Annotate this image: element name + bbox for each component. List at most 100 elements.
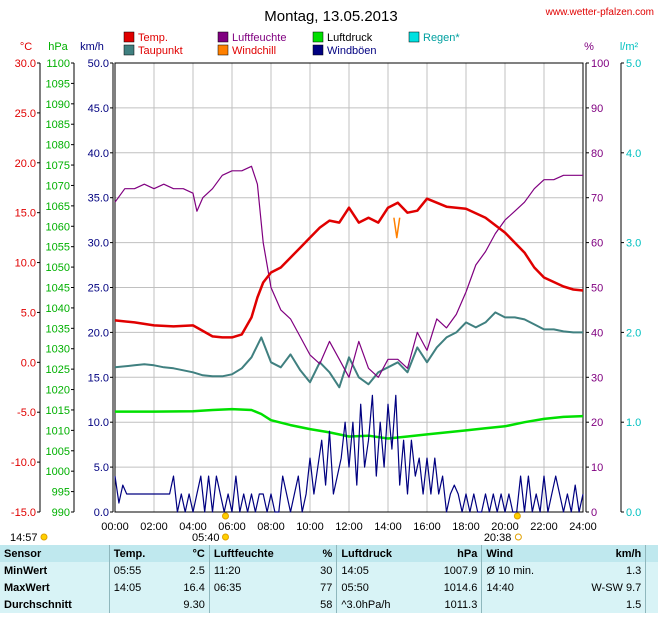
temp-tick-label: 30.0	[15, 58, 36, 70]
daylight-label: 14:57	[10, 532, 38, 544]
x-tick-label: 24:00	[569, 521, 597, 533]
pressure-value: 1011.3	[421, 596, 482, 613]
daylight-icon	[40, 533, 48, 541]
humidity-tick-label: 50	[591, 283, 603, 295]
temp-header: Temp.	[108, 545, 167, 562]
legend-swatch	[312, 44, 324, 56]
humidity-tick-label: 100	[591, 58, 609, 70]
rain-tick-label: 5.0	[626, 58, 641, 70]
legend-label: Luftdruck	[327, 32, 373, 44]
pressure-tick-label: 1005	[46, 446, 70, 458]
legend-swatch	[312, 31, 324, 43]
legend-swatch	[123, 44, 135, 56]
pressure-tick-label: 1050	[46, 262, 70, 274]
sensor-header: Sensor	[0, 545, 110, 562]
wind-unit-label: km/h	[80, 41, 104, 53]
x-tick-label: 16:00	[413, 521, 441, 533]
pressure-tick-label: 990	[52, 507, 70, 519]
rain-tick-label: 2.0	[626, 327, 641, 339]
wind-tick-label: 10.0	[88, 417, 109, 429]
humidity-time: 06:35	[208, 579, 308, 596]
humidity-tick-label: 30	[591, 372, 603, 384]
humidity-tick-label: 10	[591, 462, 603, 474]
x-tick-label: 08:00	[257, 521, 285, 533]
wind-tick-label: 45.0	[88, 103, 109, 115]
rain-tick-label: 3.0	[626, 238, 641, 250]
pressure-tick-label: 1030	[46, 344, 70, 356]
pressure-tick-label: 1000	[46, 466, 70, 478]
series-line-windchill	[393, 217, 401, 239]
row-label: Durchschnitt	[0, 596, 110, 613]
pressure-tick-label: 1085	[46, 119, 70, 131]
temp-value: 9.30	[166, 596, 210, 613]
temp-tick-label: 15.0	[15, 208, 36, 220]
sunset-marker	[513, 512, 521, 520]
series-line-temp	[114, 197, 584, 339]
humidity-tick-label: 90	[591, 103, 603, 115]
temp-time: 14:05	[108, 579, 167, 596]
x-tick-label: 20:00	[491, 521, 519, 533]
wind-unit-header: km/h	[562, 545, 646, 562]
series-line-taupunkt	[114, 311, 583, 389]
stats-row-max: MaxWert 14:05 16.4 06:35 77 05:50 1014.6…	[0, 579, 658, 596]
temp-tick-label: -5.0	[17, 407, 36, 419]
wind-label: 14:40	[481, 579, 563, 596]
legend-swatch	[408, 31, 420, 43]
x-tick-label: 10:00	[296, 521, 324, 533]
pressure-value: 1014.6	[421, 579, 482, 596]
x-tick-label: 12:00	[335, 521, 363, 533]
pressure-time: 05:50	[336, 579, 422, 596]
series-line-luftfeuchte	[114, 165, 583, 378]
pressure-time: 14:05	[336, 562, 422, 579]
pressure-time: ^3.0hPa/h	[336, 596, 422, 613]
temp-tick-label: 10.0	[15, 258, 36, 270]
temp-unit-header: °C	[166, 545, 210, 562]
wind-tick-label: 30.0	[88, 238, 109, 250]
source-label: www.wetter-pfalzen.com	[545, 7, 654, 18]
legend-swatch	[217, 31, 229, 43]
wind-tick-label: 15.0	[88, 372, 109, 384]
wind-tick-label: 50.0	[88, 58, 109, 70]
sunrise-icon	[222, 533, 229, 541]
wind-label: Ø 10 min.	[481, 562, 563, 579]
temp-unit-label: °C	[20, 41, 32, 53]
x-tick-label: 04:00	[179, 521, 207, 533]
pressure-tick-label: 1045	[46, 283, 70, 295]
plot-frame	[114, 62, 584, 513]
pressure-header: Luftdruck	[336, 545, 422, 562]
pressure-unit-label: hPa	[48, 41, 68, 53]
sunset-label: 20:38	[484, 532, 512, 544]
temp-tick-label: 5.0	[21, 307, 36, 319]
row-label: MinWert	[0, 562, 110, 579]
pressure-tick-label: 1025	[46, 364, 70, 376]
weather-chart: Montag, 13.05.2013 www.wetter-pfalzen.com…	[10, 7, 654, 544]
pressure-tick-label: 1090	[46, 99, 70, 111]
pressure-tick-label: 995	[52, 487, 70, 499]
sunset-icon	[514, 533, 522, 541]
rain-tick-label: 4.0	[626, 148, 641, 160]
wind-tick-label: 5.0	[94, 462, 109, 474]
temp-tick-label: 20.0	[15, 158, 36, 170]
wind-value: 1.3	[562, 562, 646, 579]
pressure-tick-label: 1015	[46, 405, 70, 417]
humidity-tick-label: 20	[591, 417, 603, 429]
x-tick-label: 00:00	[101, 521, 129, 533]
rain-tick-label: 0.0	[626, 507, 641, 519]
statistics-table: Sensor Temp. °C Luftfeuchte % Luftdruck …	[0, 545, 658, 613]
humidity-tick-label: 0	[591, 507, 597, 519]
legend-label: Temp.	[138, 32, 168, 44]
rain-unit-label: l/m²	[620, 41, 639, 53]
wind-tick-label: 35.0	[88, 193, 109, 205]
temp-tick-label: 25.0	[15, 108, 36, 120]
legend-swatch	[123, 31, 135, 43]
humidity-value: 30	[307, 562, 337, 579]
wind-tick-label: 25.0	[88, 283, 109, 295]
temp-value: 16.4	[166, 579, 210, 596]
chart-title: Montag, 13.05.2013	[264, 8, 397, 25]
humidity-tick-label: 40	[591, 327, 603, 339]
x-tick-label: 18:00	[452, 521, 480, 533]
humidity-value: 77	[307, 579, 337, 596]
legend-label: Regen*	[423, 32, 460, 44]
stats-row-average: Durchschnitt 9.30 58 ^3.0hPa/h 1011.3 1.…	[0, 596, 658, 613]
wind-value: W-SW 9.7	[562, 579, 646, 596]
